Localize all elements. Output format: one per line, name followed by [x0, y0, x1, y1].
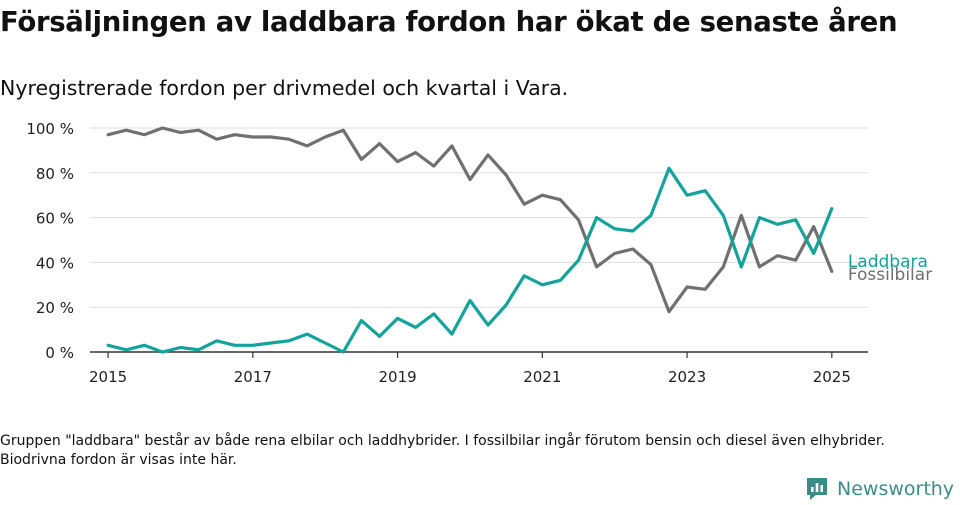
- series-label-laddbara: Laddbara: [848, 252, 928, 272]
- y-tick-label: 100 %: [26, 120, 74, 138]
- x-tick-label: 2017: [234, 368, 272, 382]
- x-tick-label: 2023: [668, 368, 706, 382]
- brand-name: Newsworthy: [837, 478, 955, 500]
- grid-lines: [90, 127, 868, 308]
- series-line-laddbara: [106, 166, 834, 354]
- newsworthy-icon: [807, 478, 827, 500]
- y-tick-label: 80 %: [36, 165, 74, 183]
- x-tick-label: 2021: [523, 368, 561, 382]
- series-line-fossilbilar: [106, 126, 834, 314]
- x-tick-label: 2025: [813, 368, 851, 382]
- y-axis-ticks: 0 % 20 % 40 % 60 % 80 % 100 %: [26, 120, 74, 362]
- footnote: Gruppen "laddbara" består av både rena e…: [0, 433, 885, 468]
- chart-subtitle: Nyregistrerade fordon per drivmedel och …: [0, 76, 569, 100]
- y-tick-label: 20 %: [36, 299, 74, 317]
- y-tick-label: 60 %: [36, 210, 74, 228]
- line-chart: 0 % 20 % 40 % 60 % 80 % 100 % 2015 2017 2019 202…: [26, 120, 932, 382]
- chart-title: Försäljningen av laddbara fordon har öka…: [0, 6, 898, 38]
- y-tick-label: 40 %: [36, 254, 74, 272]
- series-label-fossilbilar: Fossilbilar: [848, 265, 932, 285]
- x-tick-label: 2019: [378, 368, 416, 382]
- newsworthy-logo[interactable]: Newsworthy: [805, 475, 954, 503]
- x-axis-ticks: 2015 2017 2019 2021 2023 2025: [89, 351, 868, 382]
- x-tick-label: 2015: [89, 368, 127, 382]
- series-lines: [106, 126, 834, 354]
- y-tick-label: 0 %: [45, 344, 74, 362]
